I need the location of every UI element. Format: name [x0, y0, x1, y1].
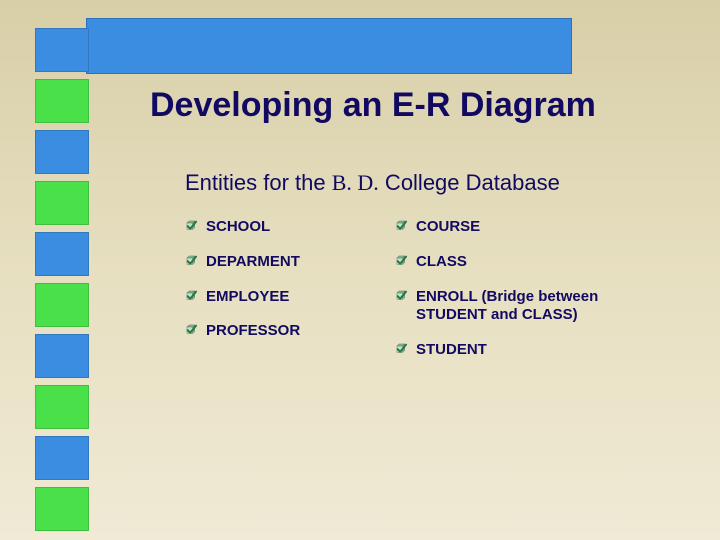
green-box	[35, 79, 89, 123]
subtitle-serif: B. D.	[332, 170, 379, 195]
entity-label: PROFESSOR	[206, 322, 300, 341]
green-box	[35, 283, 89, 327]
slide-title: Developing an E-R Diagram	[150, 86, 596, 125]
slide: Developing an E-R Diagram Entities for t…	[0, 0, 720, 540]
entity-item-left: EMPLOYEE	[185, 288, 365, 307]
entity-item-left: PROFESSOR	[185, 322, 365, 341]
entity-list-right: COURSE CLASS ENROLL (Bridge between STUD…	[395, 218, 655, 376]
check-icon	[185, 289, 198, 302]
entity-item-right: COURSE	[395, 218, 655, 237]
subtitle-suffix: College Database	[379, 170, 560, 195]
blue-box	[35, 28, 89, 72]
entity-item-left: SCHOOL	[185, 218, 365, 237]
green-box	[35, 181, 89, 225]
entity-label: DEPARMENT	[206, 253, 300, 272]
entity-item-right: CLASS	[395, 253, 655, 272]
entity-label: STUDENT	[416, 341, 487, 360]
entity-item-left: DEPARMENT	[185, 253, 365, 272]
green-box	[35, 385, 89, 429]
entity-label: ENROLL (Bridge between STUDENT and CLASS…	[416, 288, 655, 326]
entity-label: EMPLOYEE	[206, 288, 289, 307]
entity-label: CLASS	[416, 253, 467, 272]
check-icon	[395, 289, 408, 302]
entity-label: SCHOOL	[206, 218, 270, 237]
blue-box	[35, 130, 89, 174]
entity-item-right: STUDENT	[395, 341, 655, 360]
entity-lists: SCHOOL DEPARMENT EMPLOYEE PROFESSOR	[185, 218, 665, 376]
title-bar	[86, 18, 572, 74]
green-box	[35, 487, 89, 531]
blue-box	[35, 334, 89, 378]
check-icon	[395, 219, 408, 232]
subtitle-prefix: Entities for the	[185, 170, 332, 195]
decorative-left-column	[35, 28, 87, 538]
check-icon	[395, 254, 408, 267]
blue-box	[35, 436, 89, 480]
entity-label: COURSE	[416, 218, 480, 237]
check-icon	[185, 323, 198, 336]
entity-item-right: ENROLL (Bridge between STUDENT and CLASS…	[395, 288, 655, 326]
slide-subtitle: Entities for the B. D. College Database	[185, 170, 560, 196]
check-icon	[185, 219, 198, 232]
check-icon	[395, 342, 408, 355]
entity-list-left: SCHOOL DEPARMENT EMPLOYEE PROFESSOR	[185, 218, 365, 376]
blue-box	[35, 232, 89, 276]
check-icon	[185, 254, 198, 267]
